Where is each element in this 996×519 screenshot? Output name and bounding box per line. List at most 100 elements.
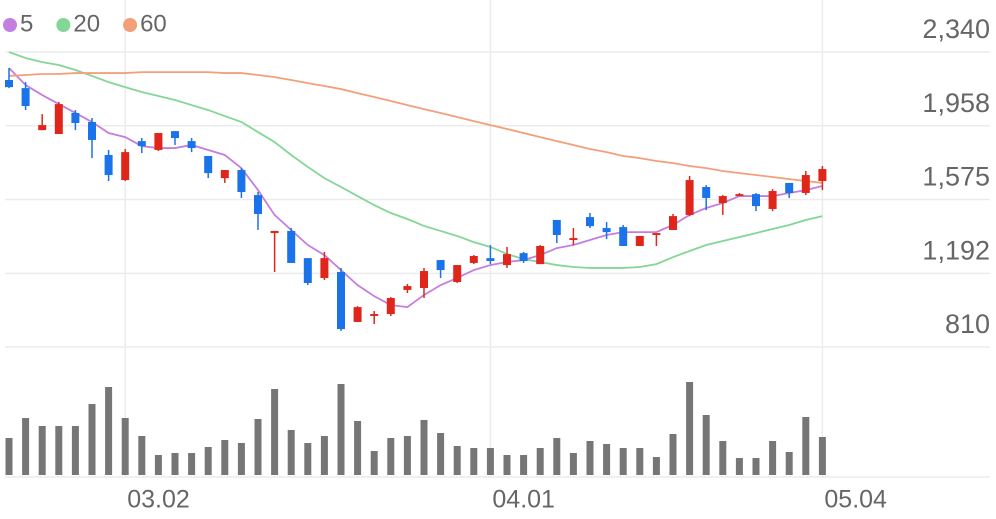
candle-body: [569, 238, 578, 241]
candle-body: [353, 307, 362, 322]
volume-bar: [470, 448, 478, 475]
candle-body: [586, 217, 594, 227]
volume-bar: [154, 455, 162, 475]
candle-body: [486, 258, 495, 262]
candle-body: [718, 196, 727, 203]
volume-bar: [171, 453, 179, 475]
candle-body: [270, 230, 279, 234]
candle-body: [619, 227, 628, 246]
candle-body: [21, 88, 30, 107]
volume-bar: [553, 438, 561, 475]
legend-label: 20: [73, 10, 100, 37]
volume-bar: [337, 384, 345, 475]
volume-bar: [237, 443, 245, 475]
candle-body: [536, 245, 545, 265]
candle-body: [287, 230, 296, 263]
volume-bar: [38, 426, 46, 475]
candle-body: [154, 133, 163, 150]
candle-body: [303, 258, 312, 283]
candle-body: [436, 260, 445, 271]
ma-line: [8, 71, 823, 184]
candle-body: [121, 152, 130, 181]
volume-bar: [437, 433, 445, 475]
volume-bar: [536, 448, 544, 475]
volume-bar: [686, 382, 694, 475]
y-tick-label: 2,340: [922, 14, 990, 44]
legend-dot: [3, 18, 17, 32]
candle-body: [818, 169, 827, 182]
volume-bar: [88, 404, 96, 475]
volume-bar: [802, 417, 810, 475]
volume-bar: [22, 418, 30, 475]
volume-bar: [138, 436, 146, 475]
candle-body: [254, 195, 262, 214]
candle-body: [735, 194, 744, 197]
candle-body: [54, 104, 63, 134]
legend-label: 5: [20, 10, 33, 37]
volume-bar: [785, 452, 793, 475]
volume-bar: [420, 420, 428, 475]
volume-bar: [254, 419, 262, 475]
candle-body: [552, 219, 561, 235]
volume-bar: [221, 440, 229, 475]
y-tick-label: 1,575: [922, 162, 990, 192]
volume-bar: [719, 441, 727, 475]
candle-body: [768, 191, 777, 209]
volume-bar: [586, 441, 594, 475]
ma-line: [8, 51, 823, 269]
legend-dot: [123, 18, 138, 32]
legend-dot: [56, 18, 71, 32]
volume-bar: [403, 436, 411, 475]
legend-label: 60: [140, 10, 167, 37]
y-tick-label: 1,192: [922, 235, 990, 265]
candle-body: [702, 186, 711, 198]
ma-line: [8, 67, 823, 309]
volume-bar: [387, 438, 395, 475]
candle-body: [669, 216, 677, 230]
candle-body: [420, 271, 428, 289]
volume-bar: [304, 443, 312, 475]
volume-bar: [55, 426, 63, 475]
candle-body: [88, 122, 96, 140]
y-tick-label: 810: [945, 309, 990, 339]
volume-bar: [121, 418, 129, 475]
candle-body: [204, 155, 213, 174]
candle-body: [652, 233, 661, 235]
y-tick-label: 1,958: [922, 88, 990, 118]
x-tick-label: 03.02: [127, 486, 190, 514]
volume-bar: [287, 430, 295, 475]
volume-bar: [636, 448, 644, 475]
candle-body: [5, 80, 13, 88]
candle-body: [785, 182, 794, 193]
volume-bar: [5, 438, 13, 475]
volume-bar: [702, 415, 710, 475]
candle-body: [752, 194, 760, 207]
candle-body: [137, 141, 146, 147]
candle-body: [801, 175, 810, 193]
candle-body: [337, 272, 345, 330]
candle-body: [237, 170, 246, 193]
volume-bar: [520, 455, 528, 475]
x-tick-label: 05.04: [824, 486, 887, 514]
candle-body: [171, 131, 179, 139]
volume-bar: [188, 453, 196, 475]
volume-bar: [735, 458, 743, 475]
candle-body: [602, 228, 611, 233]
volume-bar: [603, 444, 611, 475]
candle-body: [320, 258, 329, 278]
candle-body: [635, 235, 644, 246]
candle-body: [386, 298, 395, 315]
volume-bar: [320, 436, 328, 475]
volume-bar: [769, 441, 777, 475]
candle-body: [469, 256, 478, 263]
x-tick-label: 04.01: [492, 486, 555, 514]
volume-bar: [370, 451, 378, 475]
candle-body: [685, 180, 694, 215]
volume-bar: [271, 389, 279, 475]
volume-bar: [669, 434, 677, 475]
candle-body: [71, 112, 80, 123]
candle-body: [503, 254, 511, 266]
candle-body: [220, 170, 229, 179]
